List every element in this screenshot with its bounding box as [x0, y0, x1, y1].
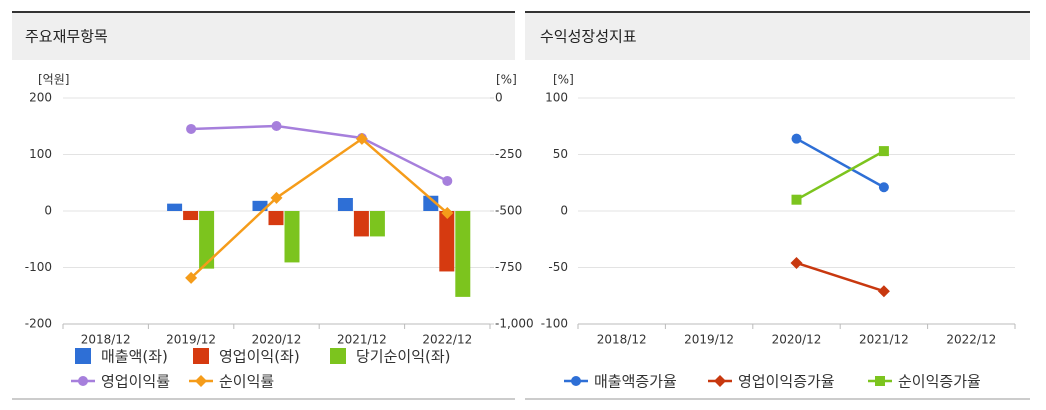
line	[190, 137, 449, 279]
legend-label: 영업이익률	[101, 373, 170, 391]
line	[795, 150, 885, 201]
y-tick-label: 0	[560, 204, 568, 218]
marker	[877, 285, 890, 298]
panel-right	[525, 11, 1030, 400]
y-tick-label: -100	[541, 317, 568, 331]
x-tick-label: 2020/12	[252, 333, 302, 347]
bar	[337, 198, 353, 211]
line	[191, 124, 448, 183]
x-tick-label: 2022/12	[946, 333, 996, 347]
legend-label: 영업이익증가율	[738, 373, 835, 391]
x-tick-label: 2021/12	[859, 333, 909, 347]
legend-marker	[195, 375, 207, 387]
marker	[442, 175, 453, 186]
legend-label: 영업이익(좌)	[219, 348, 300, 366]
panel-title: 주요재무항목	[25, 28, 108, 46]
x-tick-label: 2020/12	[772, 333, 822, 347]
legend-marker	[714, 375, 726, 387]
legend-label: 순이익증가율	[898, 373, 981, 391]
marker	[878, 182, 889, 193]
y-axis-unit: [%]	[553, 73, 574, 87]
x-tick-label: 2021/12	[337, 333, 387, 347]
legend-swatch	[330, 348, 346, 364]
y-tick-label: 100	[29, 147, 52, 161]
y-tick-label: 50	[553, 147, 568, 161]
legend-label: 매출액(좌)	[101, 348, 168, 366]
panel-header	[12, 12, 515, 60]
bar	[167, 203, 183, 211]
legend-marker	[571, 376, 581, 386]
y-tick-label: -100	[25, 260, 52, 274]
bar	[183, 211, 199, 221]
bar	[369, 211, 385, 237]
bar	[199, 211, 215, 269]
panel-header	[525, 12, 1030, 60]
y2-axis-unit: [%]	[496, 73, 517, 87]
line	[795, 137, 885, 189]
y2-tick-label: -500	[495, 204, 522, 218]
y2-tick-label: -250	[495, 147, 522, 161]
y2-tick-label: 0	[495, 91, 503, 105]
y-tick-label: 100	[545, 91, 568, 105]
bar	[353, 211, 369, 237]
marker	[441, 207, 454, 220]
marker	[355, 132, 368, 145]
legend-swatch	[193, 348, 209, 364]
y-tick-label: 0	[44, 204, 52, 218]
marker	[791, 194, 802, 205]
y-tick-label: 200	[29, 91, 52, 105]
bar	[423, 195, 439, 211]
line	[796, 261, 885, 293]
marker	[270, 191, 283, 204]
panel-bg	[525, 12, 1030, 400]
legend-swatch	[75, 348, 91, 364]
marker	[186, 123, 197, 134]
y-tick-label: -200	[25, 317, 52, 331]
marker	[790, 256, 803, 269]
legend-label: 순이익률	[219, 373, 274, 391]
panel-title: 수익성장성지표	[540, 28, 637, 46]
y2-tick-label: -1,000	[495, 317, 534, 331]
x-tick-label: 2018/12	[81, 333, 131, 347]
marker	[878, 146, 889, 157]
x-tick-label: 2018/12	[597, 333, 647, 347]
legend-marker	[78, 376, 88, 386]
y-tick-label: -50	[548, 260, 568, 274]
bar	[455, 211, 471, 297]
bar	[439, 211, 455, 272]
bar	[284, 211, 300, 263]
x-tick-label: 2019/12	[684, 333, 734, 347]
bar	[252, 200, 268, 211]
legend-label: 매출액증가율	[594, 373, 677, 391]
y2-tick-label: -750	[495, 260, 522, 274]
legend-marker	[875, 376, 885, 386]
bar	[268, 211, 284, 226]
marker	[185, 271, 198, 284]
legend-label: 당기순이익(좌)	[356, 348, 451, 366]
y-axis-unit: [억원]	[38, 73, 69, 87]
x-tick-label: 2022/12	[422, 333, 472, 347]
marker	[791, 133, 802, 144]
marker	[271, 121, 282, 132]
x-tick-label: 2019/12	[166, 333, 216, 347]
